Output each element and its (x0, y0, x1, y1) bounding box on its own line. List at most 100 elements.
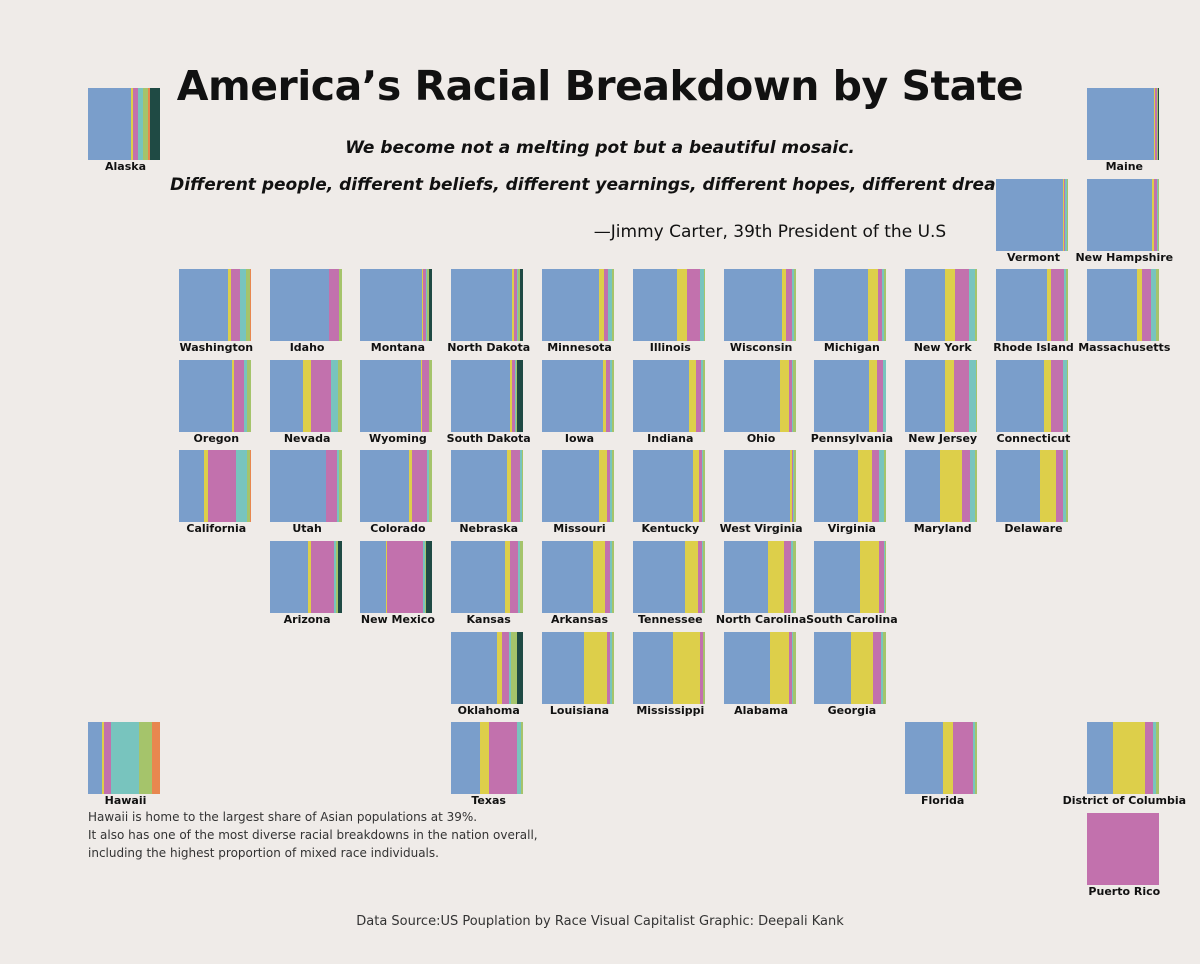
share-segment (1050, 359, 1063, 432)
state-label: Wisconsin (729, 341, 793, 355)
state-label: Wyoming (368, 431, 427, 445)
share-segment (723, 269, 782, 342)
share-segment (203, 450, 208, 523)
state-tile (360, 541, 433, 613)
share-segment (542, 631, 584, 704)
state-tennessee: Tennessee (623, 541, 705, 631)
share-segment (307, 541, 311, 613)
state-tile (1086, 812, 1159, 885)
state-label: Ohio (746, 431, 776, 445)
share-segment (511, 269, 514, 342)
share-segment (139, 722, 153, 795)
state-delaware: Delaware (986, 450, 1068, 540)
state-tile (905, 450, 978, 523)
share-segment (704, 269, 705, 342)
share-segment (1066, 359, 1068, 432)
state-rhode-island: Rhode Island (986, 269, 1074, 359)
share-segment (885, 359, 887, 432)
share-segment (423, 541, 425, 613)
share-segment (250, 269, 251, 342)
share-segment (686, 269, 700, 342)
state-tile (451, 631, 524, 704)
state-arkansas: Arkansas (532, 541, 614, 631)
state-label: Arizona (283, 613, 331, 626)
share-segment (697, 541, 702, 613)
state-label: Idaho (289, 341, 325, 355)
share-segment (328, 269, 330, 342)
share-segment (505, 541, 510, 613)
share-segment (387, 541, 424, 613)
share-segment (1066, 178, 1068, 251)
share-segment (411, 450, 428, 523)
share-segment (425, 269, 427, 342)
share-segment (610, 541, 612, 613)
share-segment (329, 269, 339, 342)
share-segment (207, 450, 237, 523)
share-segment (869, 359, 878, 432)
state-tile (814, 541, 887, 613)
share-segment (610, 359, 612, 432)
share-segment (518, 269, 520, 342)
share-segment (996, 359, 1044, 432)
share-segment (451, 631, 497, 704)
share-segment (610, 450, 612, 523)
share-segment (1142, 269, 1151, 342)
share-segment (969, 450, 975, 523)
share-segment (608, 269, 612, 342)
state-tile (632, 631, 705, 704)
share-segment (521, 722, 524, 795)
state-tile (723, 359, 796, 432)
share-segment (699, 450, 702, 523)
share-segment (996, 450, 1040, 523)
share-segment (606, 631, 611, 704)
state-tile (542, 450, 614, 523)
share-segment (178, 450, 204, 523)
state-label: Missouri (553, 522, 606, 536)
state-label: Hawaii (104, 794, 147, 808)
share-segment (851, 631, 874, 704)
share-segment (789, 359, 792, 432)
share-segment (880, 631, 884, 704)
share-segment (723, 359, 780, 432)
share-segment (859, 541, 880, 613)
share-segment (516, 269, 519, 342)
share-segment (250, 450, 251, 523)
state-alabama: Alabama (714, 631, 796, 722)
share-segment (1086, 88, 1155, 160)
state-label: Iowa (564, 431, 595, 445)
share-segment (88, 88, 132, 160)
share-segment (1039, 450, 1056, 523)
share-segment (632, 541, 686, 613)
share-segment (243, 359, 248, 432)
state-district-of-columbia: District of Columbia (1063, 722, 1186, 812)
share-segment (723, 450, 790, 523)
share-segment (521, 450, 524, 523)
share-segment (905, 450, 941, 523)
state-label: Nebraska (459, 522, 519, 536)
state-label: Illinois (649, 341, 691, 355)
state-tile (996, 178, 1068, 251)
state-label: Utah (292, 522, 322, 536)
state-iowa: Iowa (532, 359, 614, 450)
state-tile (542, 631, 614, 704)
share-segment (789, 450, 792, 523)
state-label: Kentucky (641, 522, 700, 536)
share-segment (338, 269, 340, 342)
share-segment (236, 450, 248, 523)
share-segment (360, 269, 423, 342)
share-segment (632, 631, 674, 704)
share-segment (429, 359, 432, 432)
share-segment (884, 450, 887, 523)
state-tile (905, 269, 978, 342)
state-tile (632, 541, 705, 613)
share-segment (940, 450, 963, 523)
share-segment (632, 269, 677, 342)
state-tile (269, 541, 342, 613)
share-segment (239, 269, 247, 342)
state-label: District of Columbia (1062, 794, 1187, 808)
share-segment (488, 722, 518, 795)
state-kansas: Kansas (441, 541, 524, 631)
state-label: Texas (471, 794, 506, 808)
state-kentucky: Kentucky (623, 450, 705, 540)
state-label: Delaware (1004, 522, 1063, 536)
